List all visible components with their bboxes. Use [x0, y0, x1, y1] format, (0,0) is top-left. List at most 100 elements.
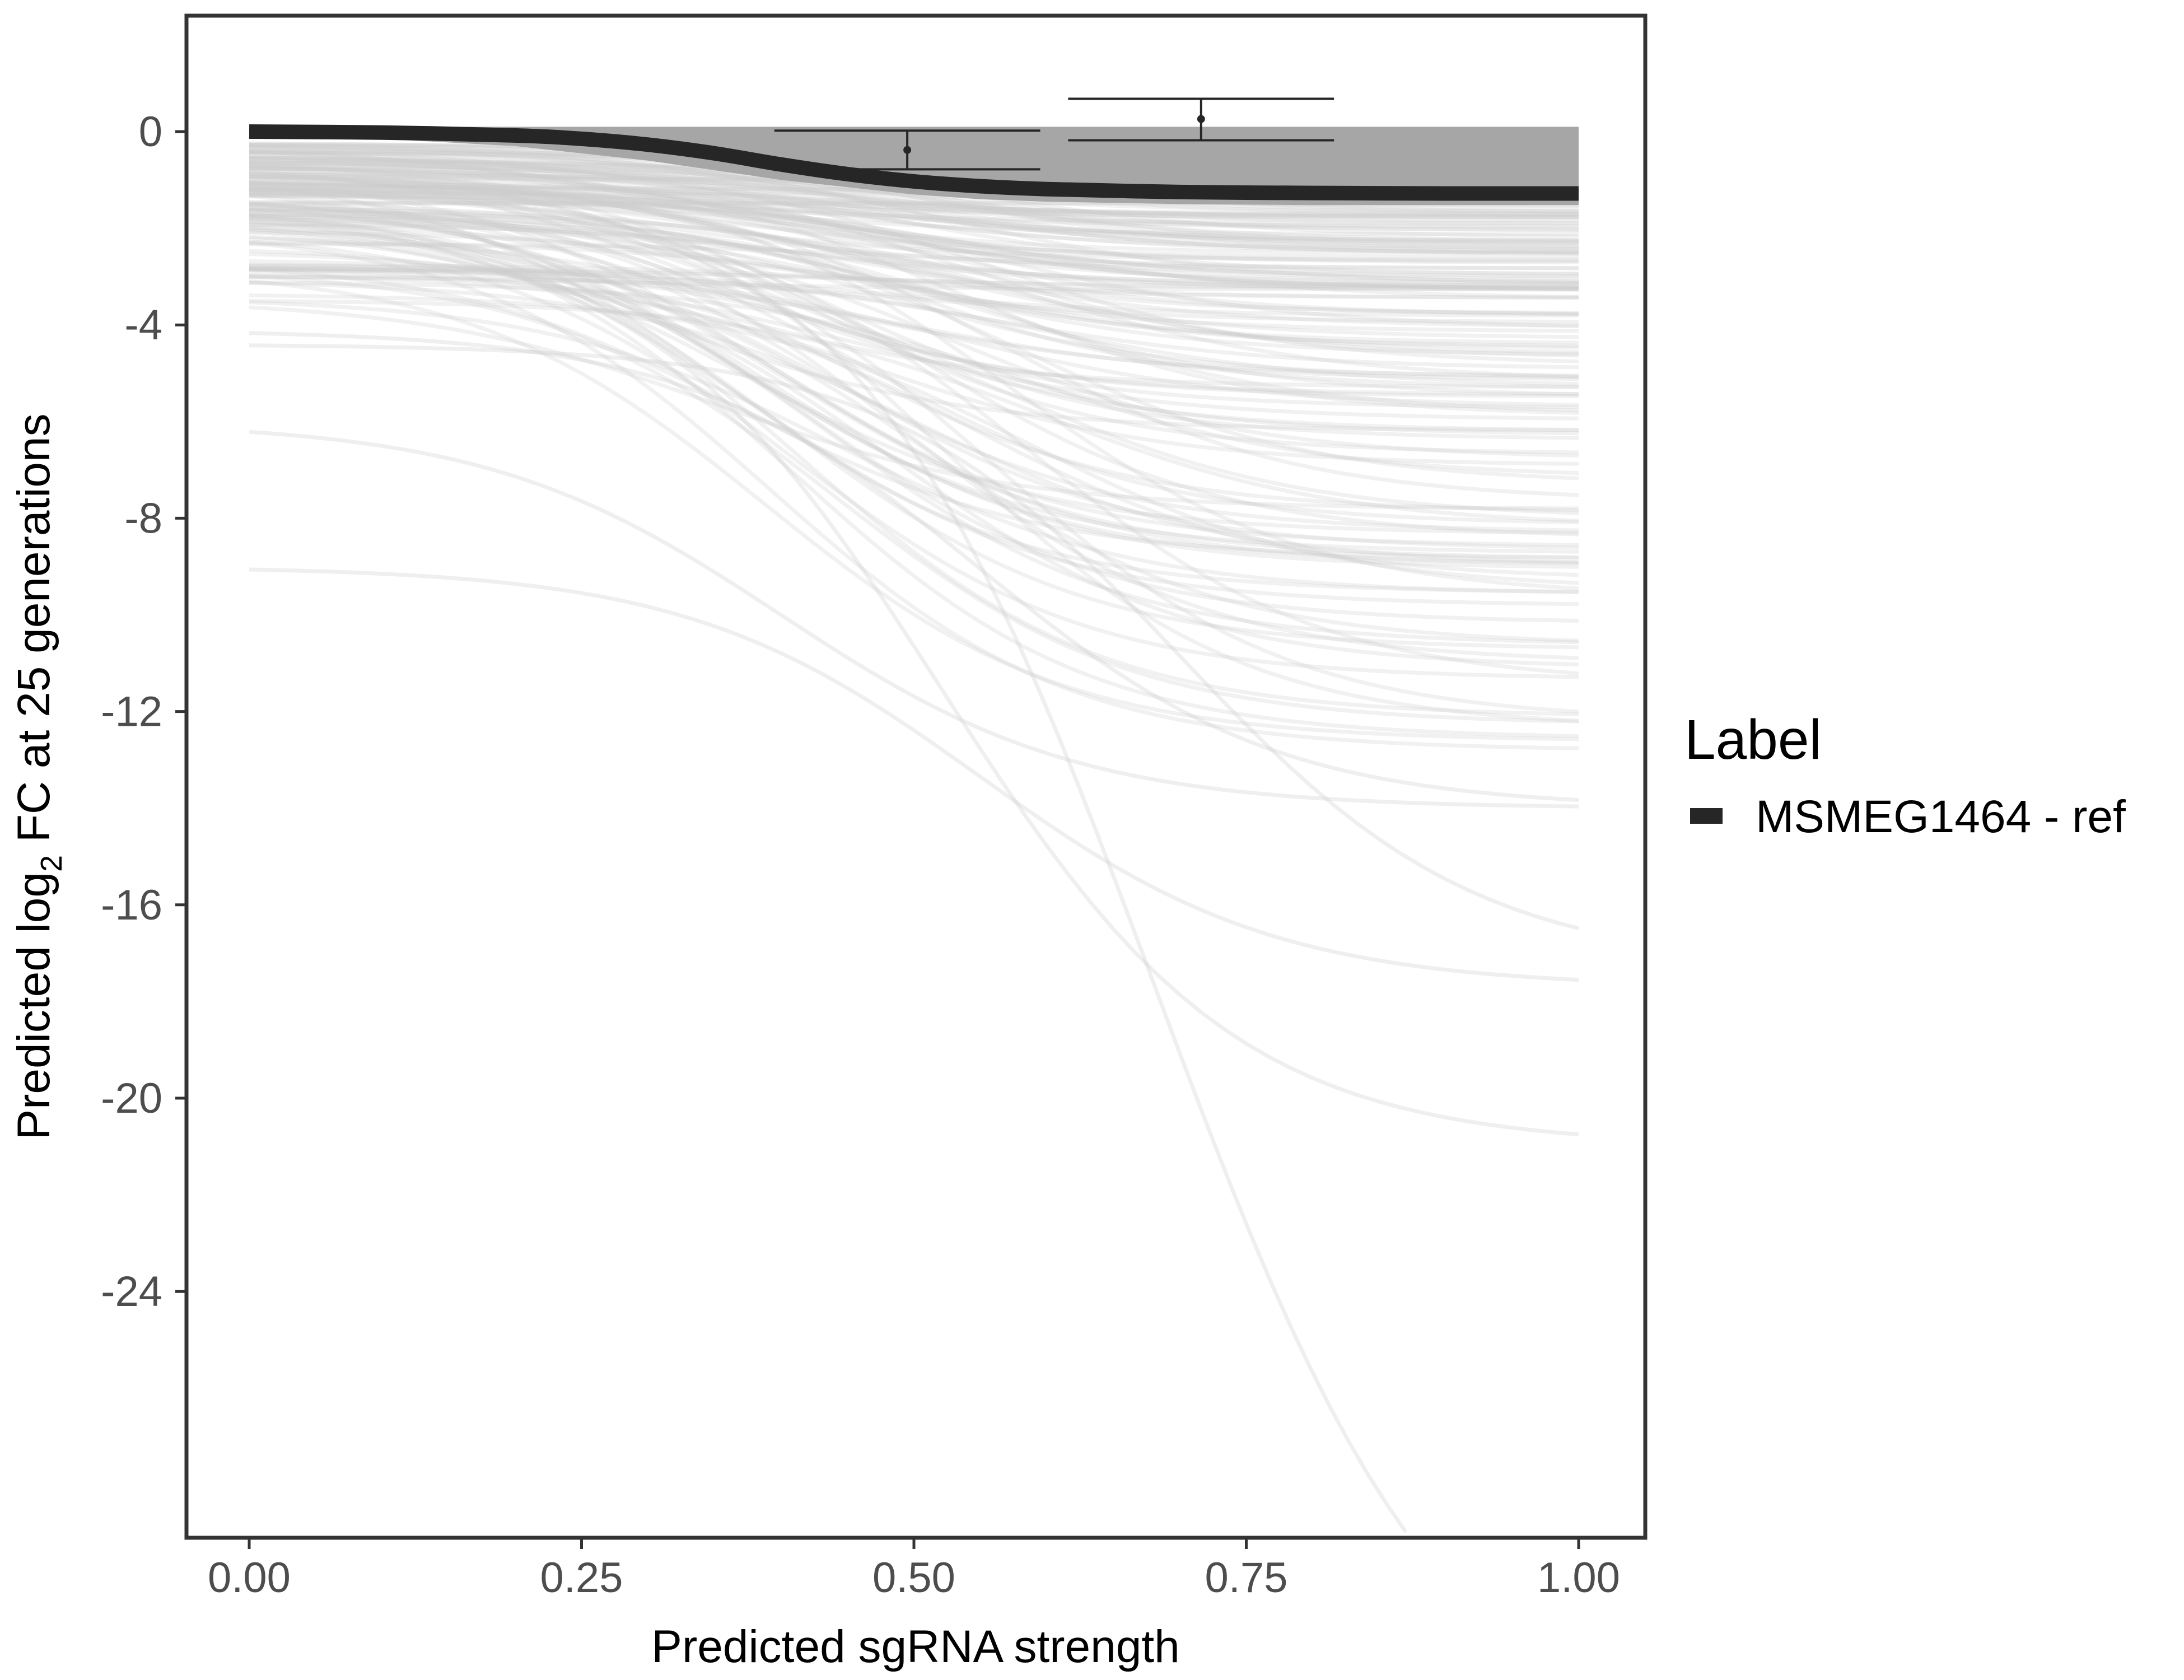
y-tick-label: -8 — [124, 494, 162, 542]
background-curve — [249, 145, 1579, 254]
error-bar-1 — [1068, 97, 1334, 142]
x-axis: 0.00 0.25 0.50 0.75 1.00 — [208, 1539, 1620, 1602]
background-curve — [249, 219, 1579, 650]
background-curve — [249, 305, 1579, 511]
background-curve — [249, 200, 1579, 243]
background-curve — [249, 169, 1579, 440]
background-curve — [249, 249, 1579, 667]
background-curve — [249, 208, 1579, 566]
background-curve — [249, 188, 1579, 290]
y-axis-title-prefix: Predicted log — [8, 872, 59, 1140]
background-curve — [249, 212, 1579, 290]
background-curve — [249, 331, 1579, 802]
background-curve — [249, 188, 1579, 270]
legend-title: Label — [1684, 708, 1822, 771]
background-curve — [249, 191, 1408, 1533]
background-curve — [249, 281, 1579, 564]
background-curve — [249, 227, 1579, 645]
background-curve — [249, 194, 1579, 554]
background-curve — [249, 190, 1579, 259]
background-curve — [249, 227, 1579, 535]
background-curve — [249, 212, 1579, 716]
background-curve — [249, 176, 1579, 220]
background-curve — [249, 146, 1579, 255]
background-curve — [249, 281, 1579, 475]
y-axis-title: Predicted log2 FC at 25 generations — [8, 413, 68, 1140]
y-tick-label: -12 — [101, 688, 162, 736]
background-curve — [249, 193, 1579, 328]
background-curve — [249, 160, 1579, 358]
background-curve — [249, 293, 1579, 585]
background-curve — [249, 259, 1579, 377]
background-curve — [249, 279, 1579, 741]
background-curve — [249, 202, 1579, 525]
background-curve — [249, 174, 1579, 723]
background-curve — [249, 240, 1579, 750]
background-curve — [249, 167, 1579, 276]
background-curve — [249, 275, 1579, 292]
background-curve — [249, 155, 1579, 242]
background-curve — [249, 203, 1579, 550]
background-curve — [249, 201, 1579, 569]
background-curve — [249, 181, 1579, 236]
background-curve — [249, 143, 1579, 248]
background-curve — [249, 263, 1579, 300]
background-curve — [249, 274, 1579, 577]
y-axis-title-subscript: 2 — [35, 855, 68, 872]
background-curve — [249, 154, 1579, 244]
background-curve — [249, 216, 1579, 565]
background-curve — [249, 175, 1579, 591]
y-tick-label: -16 — [101, 881, 162, 929]
background-curve — [249, 202, 1579, 348]
background-curve — [249, 162, 1579, 287]
background-curve — [249, 239, 1579, 679]
background-curve — [249, 188, 1579, 281]
x-tick-label: 1.00 — [1537, 1554, 1620, 1602]
x-tick-label: 0.75 — [1205, 1554, 1288, 1602]
background-curve — [249, 300, 1579, 594]
background-curve — [249, 156, 1579, 263]
background-curve — [249, 252, 1579, 643]
background-curve — [249, 265, 1579, 515]
background-curve — [249, 171, 1579, 216]
y-tick-label: 0 — [139, 108, 162, 156]
background-curve — [249, 567, 1579, 982]
legend: Label MSMEG1464 - ref — [1684, 708, 2126, 842]
background-curve — [249, 268, 1579, 386]
background-curve — [249, 155, 1579, 232]
background-curve — [249, 169, 1579, 396]
background-curve — [249, 264, 1579, 318]
background-curve — [249, 165, 1579, 264]
background-curve — [249, 193, 1579, 299]
background-curve — [249, 183, 1579, 594]
background-curve — [249, 186, 1579, 285]
legend-key-msmeg1464-ref — [1690, 808, 1723, 824]
background-curve — [249, 171, 1579, 409]
background-curve — [249, 263, 1579, 407]
background-curve — [249, 186, 1579, 536]
background-curve — [249, 207, 1579, 559]
background-curve — [249, 181, 1579, 217]
background-curve — [249, 161, 1579, 232]
background-curve — [249, 157, 1579, 230]
background-curve — [249, 235, 1579, 1137]
background-curve — [249, 343, 1579, 931]
background-curve — [249, 163, 1579, 436]
background-curve — [249, 267, 1579, 466]
legend-label-msmeg1464-ref: MSMEG1464 - ref — [1756, 791, 2126, 842]
plot-panel-border — [184, 13, 1648, 1540]
background-curve — [249, 230, 1579, 345]
background-curve — [249, 189, 1579, 262]
background-curve — [249, 186, 1579, 283]
background-curve — [249, 180, 1579, 225]
background-curve — [249, 241, 1579, 349]
y-tick-label: -24 — [101, 1268, 162, 1315]
background-curve — [249, 146, 1579, 284]
background-curve — [249, 183, 1579, 219]
background-curve — [249, 206, 1579, 356]
y-axis-title-suffix: FC at 25 generations — [8, 413, 59, 855]
background-curve — [249, 203, 1579, 660]
background-curve — [249, 220, 1579, 606]
